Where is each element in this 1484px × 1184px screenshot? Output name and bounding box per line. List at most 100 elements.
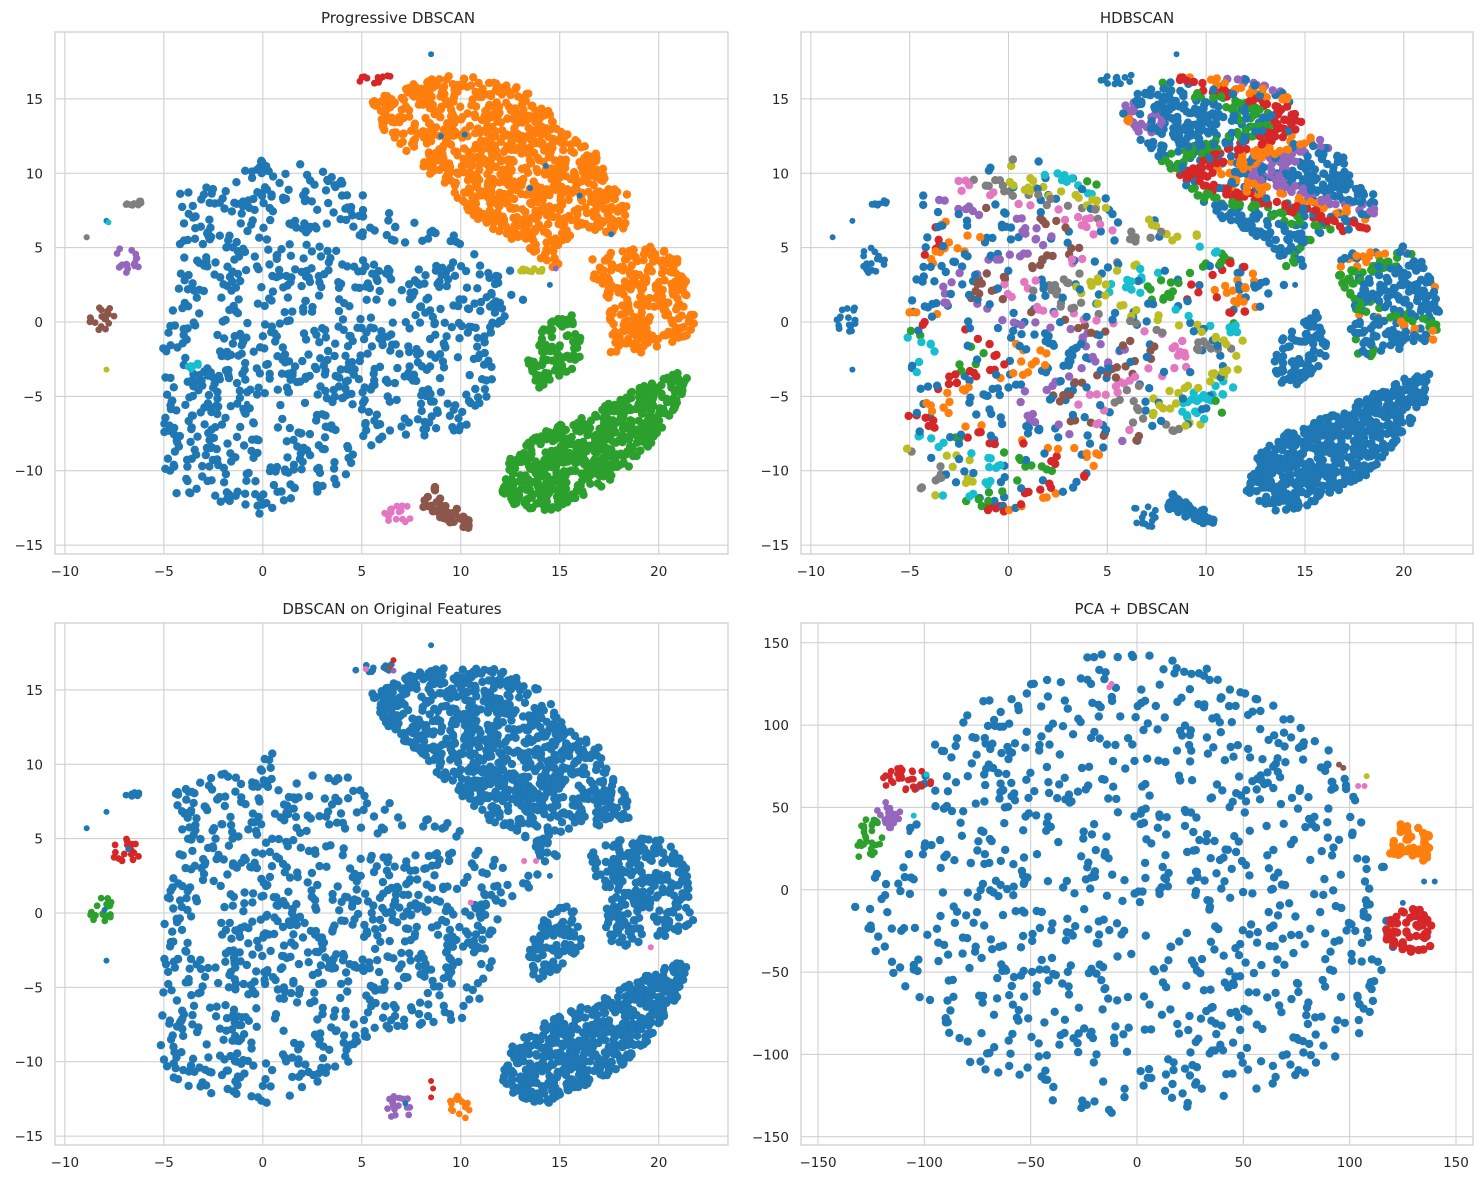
scatter-point bbox=[546, 170, 555, 180]
scatter-point bbox=[1330, 191, 1339, 201]
scatter-point bbox=[1026, 201, 1035, 210]
scatter-point bbox=[442, 137, 452, 147]
scatter-point bbox=[1170, 363, 1179, 373]
point-group-3 bbox=[103, 366, 110, 373]
scatter-point bbox=[609, 186, 619, 195]
subplot-title: Progressive DBSCAN bbox=[321, 9, 475, 27]
scatter-point bbox=[1200, 414, 1209, 424]
scatter-point bbox=[292, 377, 302, 387]
scatter-point bbox=[547, 318, 556, 327]
scatter-point bbox=[1071, 190, 1080, 200]
scatter-point bbox=[984, 496, 993, 506]
scatter-point bbox=[1276, 243, 1285, 253]
scatter-point bbox=[1278, 94, 1288, 103]
scatter-point bbox=[659, 408, 669, 418]
scatter-point bbox=[613, 205, 622, 214]
scatter-point bbox=[321, 186, 331, 195]
scatter-point bbox=[103, 366, 110, 373]
scatter-point bbox=[323, 175, 332, 185]
scatter-point bbox=[1272, 181, 1281, 191]
scatter-point bbox=[1186, 318, 1195, 328]
scatter-point bbox=[1206, 321, 1215, 331]
scatter-point bbox=[602, 410, 611, 420]
scatter-point bbox=[301, 296, 310, 306]
scatter-point bbox=[236, 422, 245, 432]
scatter-point bbox=[1194, 395, 1204, 404]
scatter-point bbox=[1262, 194, 1271, 203]
scatter-point bbox=[530, 148, 539, 158]
scatter-point bbox=[287, 273, 296, 282]
scatter-point bbox=[1068, 483, 1078, 492]
scatter-point bbox=[199, 286, 208, 296]
scatter-point bbox=[1176, 138, 1185, 148]
scatter-point bbox=[912, 368, 921, 377]
scatter-point bbox=[1186, 368, 1195, 377]
scatter-point bbox=[990, 439, 999, 448]
scatter-point bbox=[475, 350, 484, 359]
scatter-point bbox=[289, 435, 298, 445]
scatter-point bbox=[1144, 139, 1153, 148]
scatter-point bbox=[1101, 327, 1110, 336]
scatter-point bbox=[330, 458, 339, 467]
scatter-point bbox=[392, 515, 400, 523]
scatter-point bbox=[176, 269, 186, 278]
scatter-point bbox=[967, 449, 976, 458]
scatter-point bbox=[441, 501, 450, 511]
scatter-point bbox=[645, 293, 654, 303]
scatter-point bbox=[1256, 176, 1266, 185]
scatter-point bbox=[334, 306, 344, 316]
scatter-point bbox=[998, 316, 1007, 325]
scatter-point bbox=[1255, 91, 1265, 100]
scatter-point bbox=[930, 347, 939, 356]
scatter-point bbox=[293, 442, 302, 451]
scatter-point bbox=[331, 339, 340, 348]
scatter-point bbox=[321, 422, 330, 431]
scatter-point bbox=[546, 281, 553, 288]
scatter-point bbox=[1040, 449, 1049, 458]
scatter-point bbox=[1358, 252, 1368, 261]
scatter-point bbox=[672, 327, 682, 337]
scatter-point bbox=[1218, 367, 1228, 376]
scatter-point bbox=[1323, 159, 1332, 169]
scatter-point bbox=[1131, 97, 1141, 106]
scatter-point bbox=[541, 203, 550, 212]
scatter-point bbox=[464, 396, 474, 406]
scatter-point bbox=[624, 462, 633, 471]
scatter-point bbox=[965, 376, 974, 385]
scatter-point bbox=[123, 269, 130, 276]
scatter-point bbox=[450, 181, 460, 190]
scatter-point bbox=[1209, 180, 1219, 189]
scatter-point bbox=[395, 349, 404, 358]
scatter-point bbox=[463, 176, 473, 185]
scatter-point bbox=[648, 247, 657, 256]
scatter-point bbox=[219, 334, 229, 343]
scatter-point bbox=[1374, 271, 1384, 280]
scatter-point bbox=[1031, 234, 1041, 244]
scatter-point bbox=[1218, 390, 1227, 399]
scatter-point bbox=[1434, 307, 1444, 316]
scatter-point bbox=[919, 200, 928, 210]
scatter-point bbox=[954, 176, 963, 186]
scatter-point bbox=[1067, 255, 1077, 264]
scatter-point bbox=[1036, 346, 1045, 355]
scatter-point bbox=[954, 439, 964, 448]
scatter-point bbox=[997, 419, 1007, 429]
cluster-6 bbox=[113, 245, 142, 276]
scatter-point bbox=[914, 326, 923, 335]
scatter-point bbox=[231, 453, 240, 462]
scatter-point bbox=[319, 361, 328, 370]
scatter-point bbox=[1173, 124, 1182, 133]
scatter-point bbox=[1134, 127, 1143, 136]
scatter-point bbox=[192, 484, 201, 493]
scatter-point bbox=[965, 366, 975, 376]
scatter-point bbox=[1340, 168, 1350, 177]
scatter-point bbox=[191, 321, 200, 330]
scatter-point bbox=[564, 195, 573, 205]
scatter-point bbox=[544, 219, 553, 229]
scatter-point bbox=[320, 433, 330, 442]
scatter-point bbox=[275, 271, 284, 280]
scatter-point bbox=[1061, 223, 1070, 232]
scatter-point bbox=[358, 205, 368, 215]
scatter-point bbox=[469, 73, 478, 82]
scatter-point bbox=[563, 130, 572, 139]
